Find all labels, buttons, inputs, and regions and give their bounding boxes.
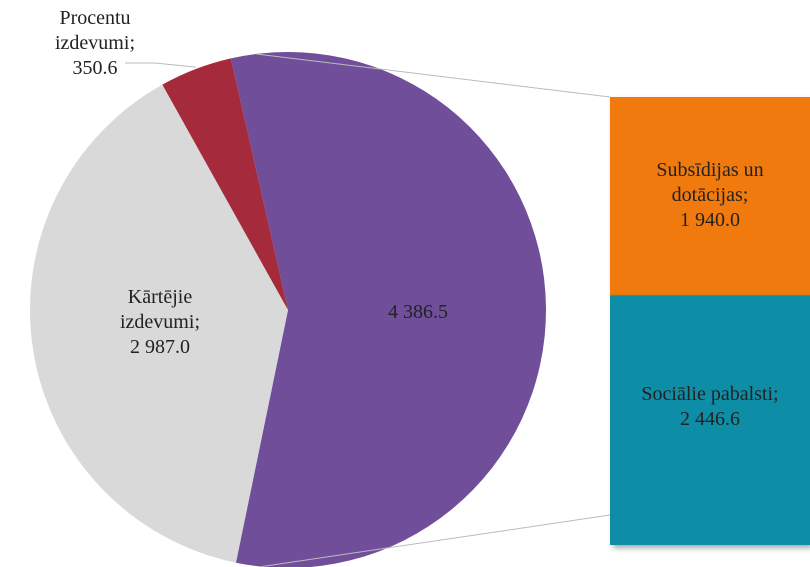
data-label: Sociālie pabalsti; 2 446.6 — [620, 382, 800, 432]
category-name: Kārtējie izdevumi — [120, 286, 195, 333]
data-label: 4 386.5 — [368, 300, 468, 325]
pie-slice — [230, 52, 546, 567]
separator: ; — [742, 184, 749, 207]
data-label: Subsīdijas un dotācijas; 1 940.0 — [620, 158, 800, 233]
connector — [261, 514, 611, 567]
data-label: Kārtējie izdevumi; 2 987.0 — [100, 285, 220, 360]
separator: ; — [773, 383, 779, 406]
bar-segment — [610, 97, 810, 296]
pie-slice — [162, 58, 288, 310]
data-label: Procentu izdevumi; 350.6 — [40, 6, 150, 81]
separator: ; — [129, 32, 135, 54]
category-name: Procentu izdevumi — [55, 7, 131, 54]
leader-line — [125, 62, 196, 68]
value-label: 1 940.0 — [680, 209, 740, 232]
value-label: 2 987.0 — [130, 336, 190, 358]
separator: ; — [194, 311, 200, 333]
value-label: 2 446.6 — [680, 408, 740, 431]
bar-segment — [610, 295, 810, 545]
value-label: 350.6 — [72, 57, 118, 79]
pie-slice — [29, 84, 288, 563]
category-name: Subsīdijas un dotācijas — [656, 159, 764, 207]
value-label: 4 386.5 — [388, 301, 448, 323]
connector — [256, 53, 611, 98]
category-name: Sociālie pabalsti — [641, 383, 774, 406]
